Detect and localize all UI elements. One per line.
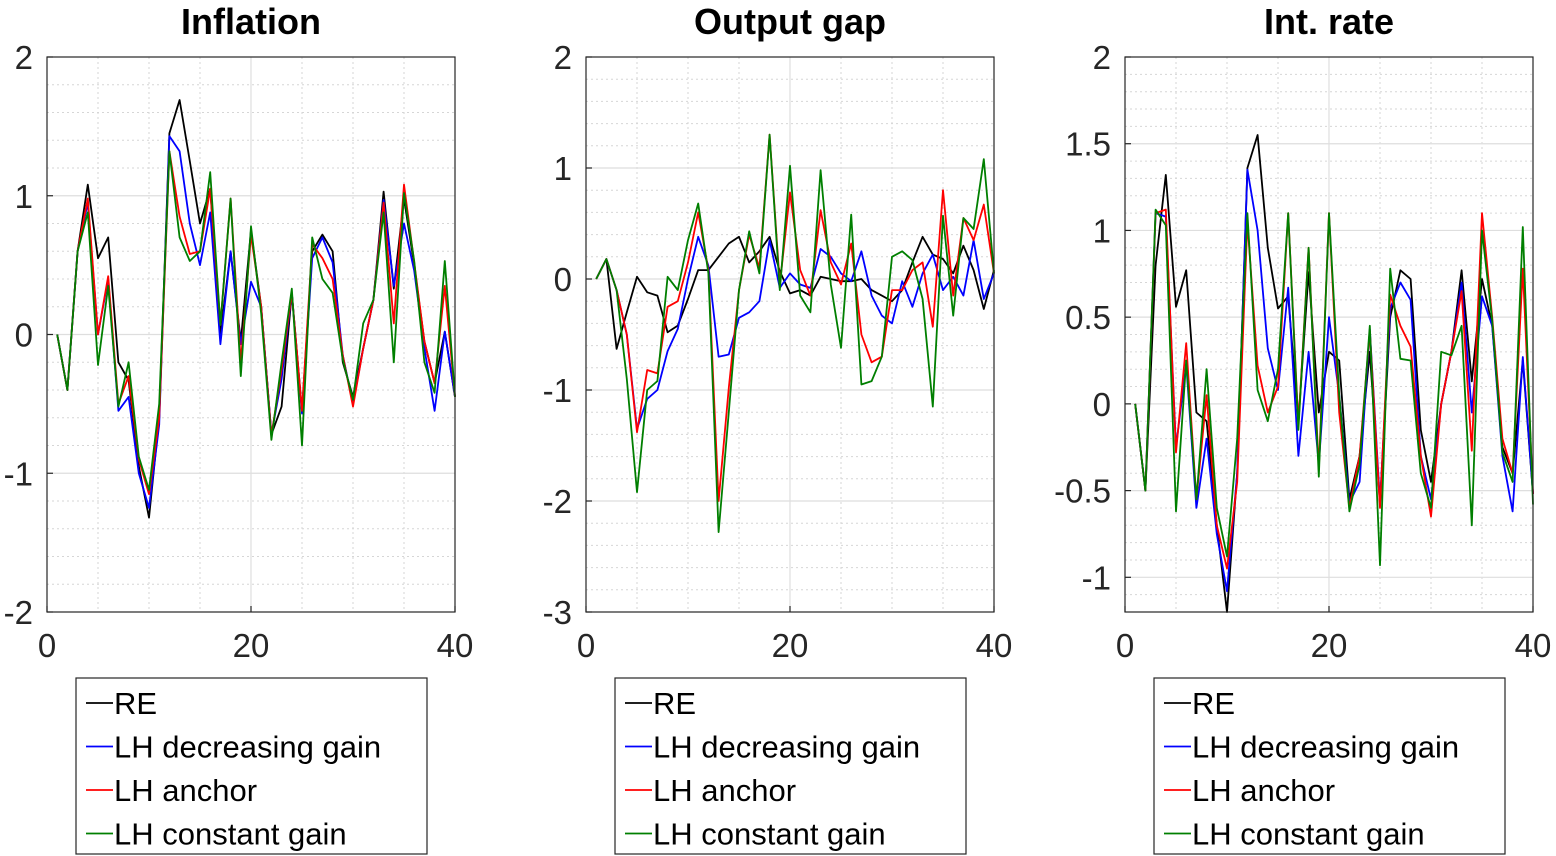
series-line-lh-constant-gain <box>56 150 456 491</box>
legend-label: LH anchor <box>114 773 257 808</box>
series-line-lh-decreasing-gain <box>56 135 456 509</box>
y-tick-label: -2 <box>543 483 572 520</box>
x-tick-label: 0 <box>38 627 56 664</box>
y-tick-label: 1.5 <box>1065 126 1111 163</box>
series-line-lh-anchor <box>595 133 995 502</box>
chart-title: Inflation <box>181 1 321 42</box>
legend-label: LH decreasing gain <box>1192 730 1459 765</box>
legend-label: RE <box>653 686 696 721</box>
y-tick-label: 0 <box>554 261 572 298</box>
series-line-lh-decreasing-gain <box>595 235 995 430</box>
legend-label: LH constant gain <box>1192 817 1425 852</box>
chart-title: Int. rate <box>1264 1 1394 42</box>
major-grid <box>47 57 455 612</box>
y-tick-label: 1 <box>1093 212 1111 249</box>
legend-label: LH anchor <box>1192 773 1335 808</box>
legend[interactable]: RE LH decreasing gain LH anchor LH constant… <box>614 677 967 855</box>
series-line-re <box>595 235 995 350</box>
y-tick-label: -1 <box>4 455 33 492</box>
legend-item[interactable]: RE <box>86 686 157 721</box>
y-tick-label: -1 <box>543 372 572 409</box>
series-line-lh-decreasing-gain <box>1134 168 1534 593</box>
legend-label: LH decreasing gain <box>653 730 920 765</box>
y-tick-label: -3 <box>543 594 572 631</box>
y-tick-label: 1 <box>554 150 572 187</box>
series-line-lh-constant-gain <box>595 133 995 533</box>
series-line-lh-constant-gain <box>1134 208 1534 567</box>
legend-label: LH decreasing gain <box>114 730 381 765</box>
x-tick-label: 20 <box>1311 627 1348 664</box>
legend-label: LH constant gain <box>653 817 886 852</box>
legend-item[interactable]: LH anchor <box>1164 773 1335 808</box>
legend-label: LH constant gain <box>114 817 347 852</box>
legend-box <box>1153 677 1506 855</box>
chart-panel-1: 0 20 40 -3 -2 -1 0 1 2 Output gap RE LH decreasing … <box>543 1 1013 855</box>
legend-item[interactable]: RE <box>1164 686 1235 721</box>
legend-item[interactable]: LH decreasing gain <box>86 730 381 765</box>
legend-box <box>614 677 967 855</box>
x-tick-label: 20 <box>772 627 809 664</box>
y-tick-label: -0.5 <box>1054 473 1111 510</box>
y-tick-label: 1 <box>15 178 33 215</box>
series-line-re <box>1134 134 1534 613</box>
legend-label: RE <box>1192 686 1235 721</box>
legend-label: LH anchor <box>653 773 796 808</box>
x-tick-label: 20 <box>233 627 270 664</box>
y-tick-label: 2 <box>554 39 572 76</box>
legend-item[interactable]: LH decreasing gain <box>625 730 920 765</box>
major-grid <box>586 57 994 612</box>
x-tick-label: 0 <box>577 627 595 664</box>
major-grid <box>1125 57 1533 612</box>
y-tick-label: 2 <box>15 39 33 76</box>
x-tick-label: 0 <box>1116 627 1134 664</box>
y-tick-label: -2 <box>4 594 33 631</box>
legend-item[interactable]: RE <box>625 686 696 721</box>
y-tick-label: 0 <box>1093 386 1111 423</box>
x-tick-label: 40 <box>437 627 474 664</box>
y-tick-label: 2 <box>1093 39 1111 76</box>
legend[interactable]: RE LH decreasing gain LH anchor LH constant… <box>75 677 428 855</box>
legend-item[interactable]: LH constant gain <box>1164 817 1425 852</box>
chart-panel-0: 0 20 40 -2 -1 0 1 2 Inflation RE LH decreasing gai… <box>4 1 474 855</box>
legend-box <box>75 677 428 855</box>
legend-item[interactable]: LH decreasing gain <box>1164 730 1459 765</box>
y-tick-label: 0.5 <box>1065 299 1111 336</box>
x-tick-label: 40 <box>976 627 1013 664</box>
x-tick-label: 40 <box>1515 627 1552 664</box>
legend-item[interactable]: LH constant gain <box>625 817 886 852</box>
legend-item[interactable]: LH anchor <box>625 773 796 808</box>
chart-title: Output gap <box>694 1 886 42</box>
minor-grid <box>586 57 994 612</box>
legend[interactable]: RE LH decreasing gain LH anchor LH constant… <box>1153 677 1506 855</box>
y-tick-label: 0 <box>15 317 33 354</box>
y-tick-label: -1 <box>1082 559 1111 596</box>
legend-label: RE <box>114 686 157 721</box>
legend-item[interactable]: LH constant gain <box>86 817 347 852</box>
chart-panel-2: 0 20 40 -1 -0.5 0 0.5 1 1.5 2 Int. rate RE LH decrea… <box>1054 1 1552 855</box>
legend-item[interactable]: LH anchor <box>86 773 257 808</box>
